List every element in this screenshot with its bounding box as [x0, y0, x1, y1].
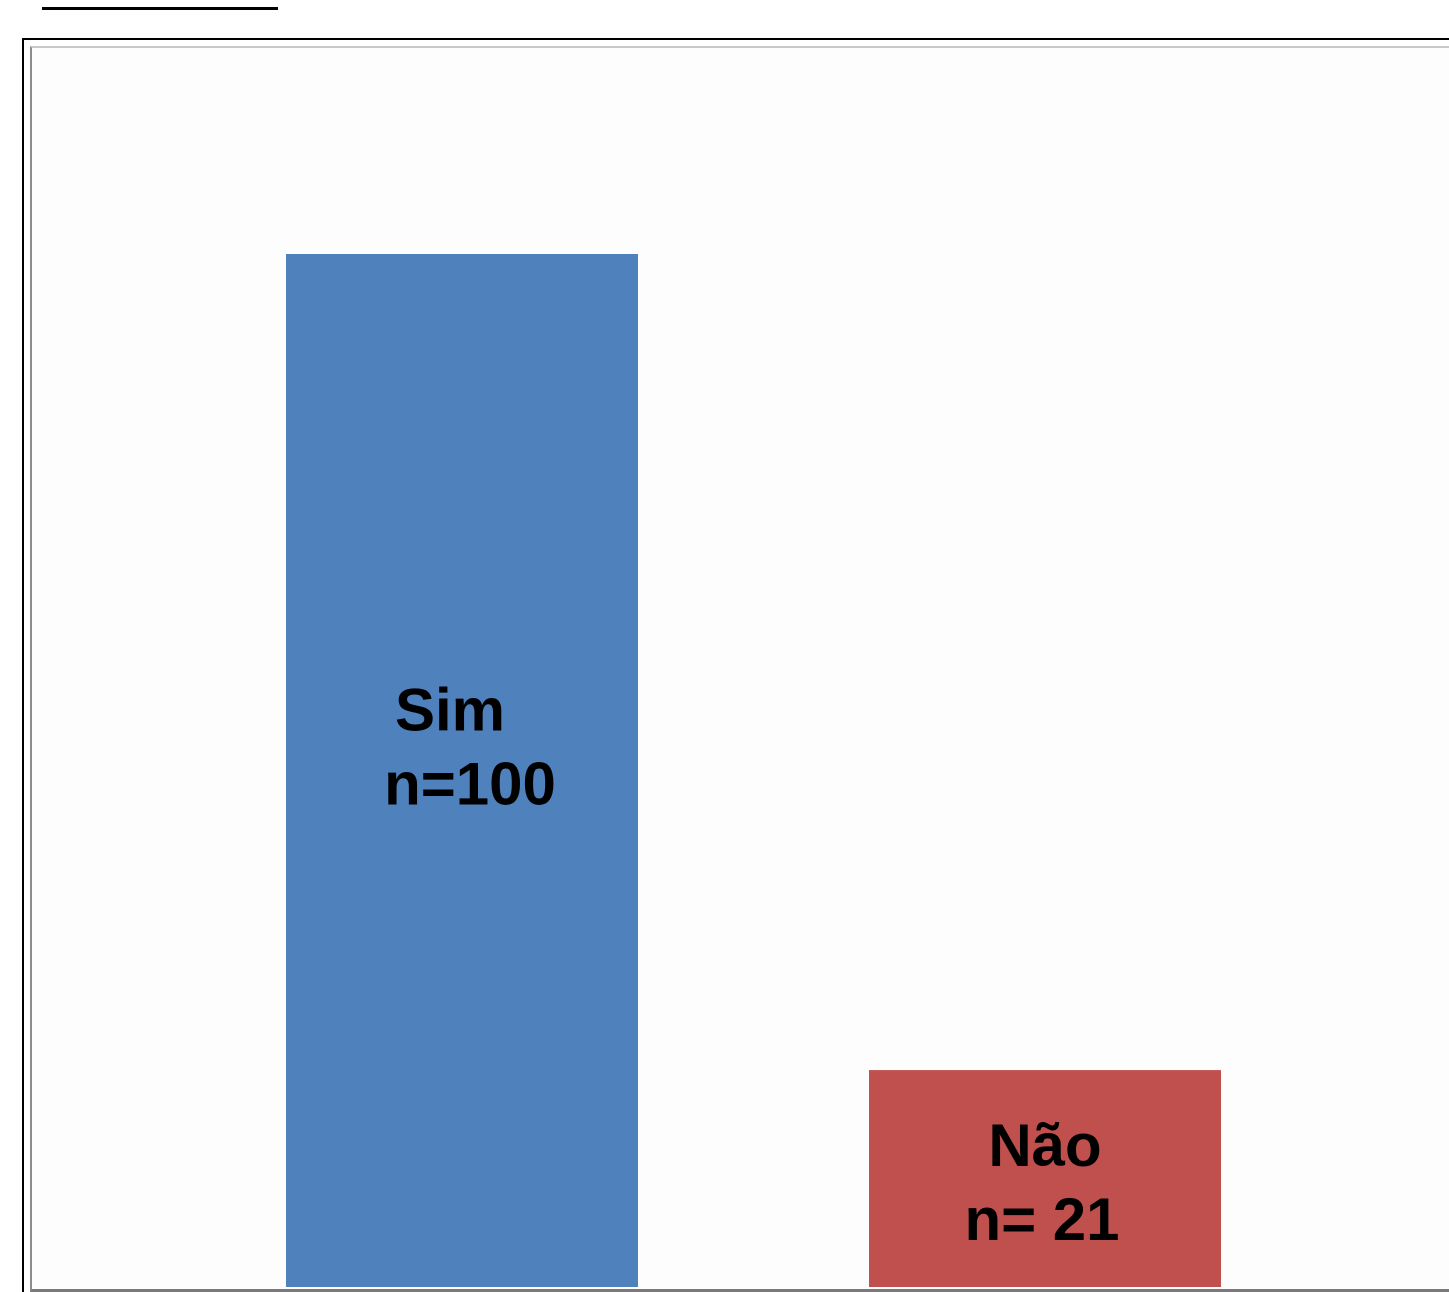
bar-label-category-nao: Não — [988, 1112, 1101, 1179]
chart-frame — [22, 38, 1449, 1292]
bar-label-category-sim: Sim — [395, 677, 505, 744]
bar-nao — [869, 1070, 1221, 1287]
bar-label-count-sim: n=100 — [384, 751, 556, 818]
bar-label-count-nao: n= 21 — [964, 1186, 1119, 1253]
bar-sim — [286, 254, 638, 1287]
cropped-caption-underline — [42, 0, 278, 10]
